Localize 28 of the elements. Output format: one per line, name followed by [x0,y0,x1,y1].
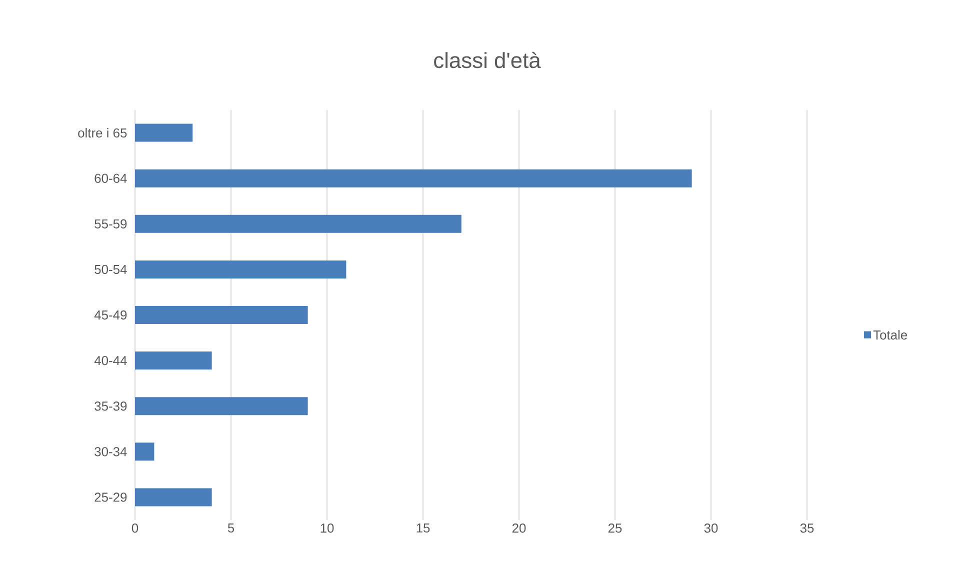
bar [135,352,212,370]
y-tick-label: 25-29 [94,492,127,502]
x-tick-label: 10 [320,524,334,533]
y-tick-label: 60-64 [94,174,127,183]
x-tick-label: 15 [416,524,430,533]
y-tick-label: 55-59 [94,219,127,228]
y-tick-label: 35-39 [94,402,127,411]
legend-label: Totale [873,330,908,340]
chart-title: classi d'età [434,52,541,68]
x-tick-label: 0 [132,524,138,533]
bar [135,488,212,506]
x-tick-label: 20 [512,524,526,533]
x-tick-label: 25 [608,524,622,533]
bar [135,442,154,461]
bar [135,169,692,188]
bar [135,397,308,416]
y-tick-label: 40-44 [94,356,127,366]
x-tick-label: 30 [704,524,718,533]
y-tick-label: 45-49 [94,310,127,320]
x-tick-label: 5 [228,524,234,533]
bar [135,260,346,278]
y-tick-label: 30-34 [94,447,127,456]
y-tick-label: 50-54 [94,264,127,274]
bar [135,214,462,233]
y-tick-label: oltre i 65 [78,128,127,138]
bar [135,306,308,324]
x-tick-label: 35 [800,524,814,533]
bar [135,124,193,142]
